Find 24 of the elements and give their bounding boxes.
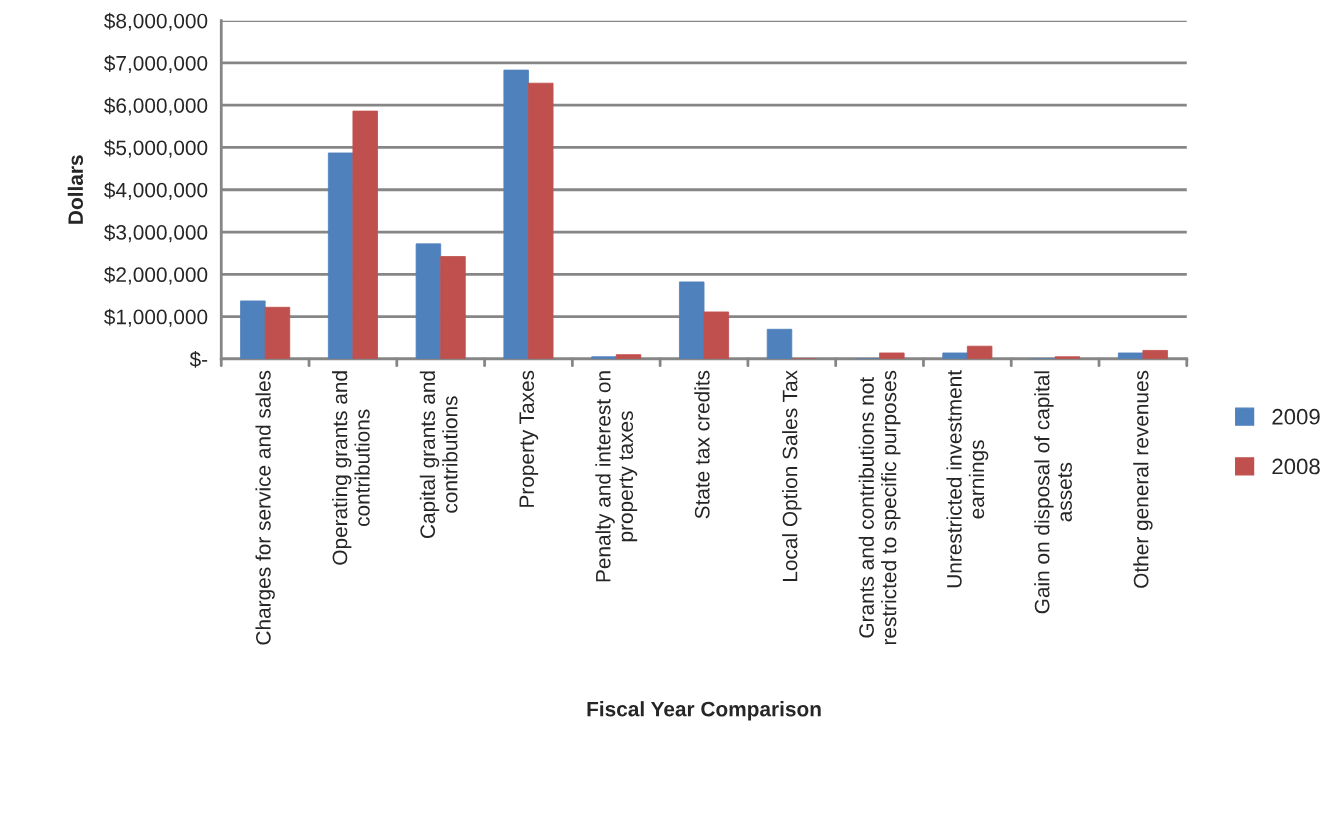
y-tick-label: $2,000,000: [104, 266, 208, 285]
x-axis-title: Fiscal Year Comparison: [587, 701, 821, 721]
y-tick-label: $3,000,000: [104, 224, 208, 243]
y-tick-label: $1,000,000: [104, 308, 208, 327]
y-tick-label: $6,000,000: [104, 97, 208, 116]
x-tick-label: Local Option Sales Tax: [782, 370, 802, 581]
x-tick-label: State tax credits: [694, 370, 710, 519]
x-tick-label: Grants and contributions not restricted to specific purposes: [858, 370, 901, 645]
x-tick-label: Property Taxes: [519, 370, 539, 507]
y-tick-label: $7,000,000: [104, 55, 208, 74]
x-tick-label: Penalty and interest on property taxes: [595, 371, 638, 582]
x-tick-label: Operating grants and contributions: [332, 371, 370, 565]
y-tick-label: $5,000,000: [104, 139, 208, 158]
legend-label: 2009: [1272, 408, 1320, 425]
y-tick-label: $-: [189, 351, 208, 368]
y-axis-title: Dollars: [67, 155, 84, 224]
x-tick-label: Capital grants and contributions: [419, 371, 458, 538]
x-tick-label: Charges for service and sales: [255, 370, 275, 645]
x-tick-label: Unrestricted investment earnings: [946, 370, 989, 588]
legend-label: 2008: [1272, 458, 1320, 475]
x-tick-label: Other general revenues: [1133, 370, 1153, 588]
y-tick-label: $8,000,000: [104, 12, 208, 31]
x-tick-label: Gain on disposal of capital assets: [1034, 371, 1072, 614]
y-tick-label: $4,000,000: [104, 181, 208, 200]
